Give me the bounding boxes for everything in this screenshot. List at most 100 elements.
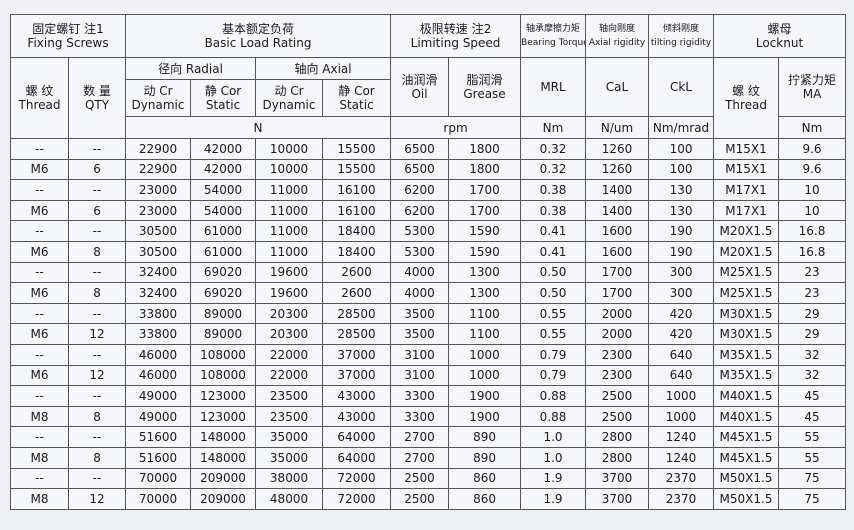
data-cell: 0.79	[520, 364, 587, 387]
data-cell: 300	[648, 261, 715, 284]
header-cell: CaL	[585, 57, 650, 117]
header-row: 动 Cr Dynamic 静 Cor Static 动 Cr Dynamic 静 Co…	[11, 79, 846, 117]
data-cell: --	[67, 343, 127, 366]
data-cell: 69020	[190, 261, 257, 284]
header-zh: 固定螺钉 注1	[32, 22, 104, 36]
data-cell: 23000	[125, 179, 192, 201]
data-cell: 46000	[125, 364, 192, 387]
data-cell: 16100	[322, 179, 392, 201]
header-row: N rpm Nm N/um Nm/mrad Nm	[11, 116, 847, 139]
data-cell: 3700	[585, 488, 650, 510]
data-cell: M8	[10, 446, 69, 469]
header-en: Grease	[463, 87, 506, 101]
data-cell: 51600	[125, 446, 192, 469]
data-cell: 29	[778, 323, 847, 345]
header-cell: 固定螺钉 注1 Fixing Screws	[9, 14, 127, 58]
data-row: -- -- 46000 108000 22000 37000 3100 1000 0.79 230…	[10, 343, 847, 366]
data-cell: M8	[10, 405, 69, 428]
data-row: -- -- 32400 69020 19600 2600 4000 1300 0.50 1700 3…	[10, 261, 847, 284]
data-cell: 10000	[255, 138, 324, 160]
data-cell: 37000	[322, 343, 392, 366]
data-cell: --	[67, 385, 127, 407]
data-cell: 190	[648, 240, 715, 263]
data-cell: 46000	[125, 343, 192, 366]
unit-cell: Nm	[520, 116, 587, 139]
data-cell: 1000	[448, 343, 522, 366]
header-cell: 螺母 Locknut	[713, 14, 847, 58]
data-cell: 22000	[255, 364, 324, 387]
data-cell: M17X1	[713, 179, 780, 201]
data-cell: 1.0	[520, 426, 587, 448]
data-cell: 209000	[190, 467, 257, 490]
data-cell: --	[10, 385, 69, 407]
data-cell: 420	[648, 323, 715, 345]
data-cell: 8	[67, 405, 127, 428]
data-cell: M50X1.5	[713, 488, 780, 510]
data-cell: --	[67, 138, 127, 160]
data-cell: 1100	[448, 323, 522, 345]
data-cell: 1590	[448, 240, 522, 263]
header-cell: 径向 Radial	[125, 57, 257, 80]
data-cell: 43000	[322, 385, 392, 407]
data-cell: 108000	[190, 343, 257, 366]
data-cell: 19600	[255, 282, 324, 304]
data-cell: 3100	[390, 343, 450, 366]
header-zh: 轴承摩擦力矩	[526, 24, 581, 34]
data-cell: M35X1.5	[713, 364, 780, 387]
data-cell: 1.9	[520, 467, 587, 490]
data-cell: 0.88	[520, 385, 587, 407]
data-cell: --	[10, 302, 69, 325]
data-cell: 54000	[190, 199, 257, 222]
data-cell: 1000	[648, 405, 715, 428]
data-cell: --	[10, 343, 69, 366]
data-cell: M15X1	[713, 158, 780, 181]
data-cell: 1000	[448, 364, 522, 387]
data-cell: 23500	[255, 405, 324, 428]
data-cell: 4000	[390, 261, 450, 284]
header-en: Static	[339, 98, 374, 112]
data-row: M6 6 23000 54000 11000 16100 6200 1700 0.38 1400 1…	[10, 199, 847, 222]
data-cell: 43000	[322, 405, 392, 428]
data-cell: 15500	[322, 158, 392, 181]
data-cell: M15X1	[713, 138, 780, 160]
data-cell: 1700	[448, 199, 522, 222]
data-cell: 22900	[125, 138, 192, 160]
data-cell: --	[67, 302, 127, 325]
data-cell: 89000	[190, 323, 257, 345]
data-cell: 51600	[125, 426, 192, 448]
header-zh: 动 Cr	[143, 84, 173, 98]
header-en: Dynamic	[131, 98, 185, 112]
header-cell: 基本额定负荷 Basic Load Rating	[125, 14, 392, 58]
data-cell: M45X1.5	[713, 446, 780, 469]
data-cell: 54000	[190, 179, 257, 201]
data-cell: 72000	[322, 488, 392, 510]
data-cell: 10	[778, 179, 847, 201]
data-cell: 0.41	[520, 240, 587, 263]
data-cell: 420	[648, 302, 715, 325]
data-cell: 32400	[125, 261, 192, 284]
header-cell: CkL	[648, 57, 715, 117]
data-cell: 49000	[125, 405, 192, 428]
header-en: QTY	[84, 98, 110, 112]
data-row: -- -- 23000 54000 11000 16100 6200 1700 0.38 1400…	[10, 179, 847, 201]
header-cell: 轴向刚度 Axial rigidity	[585, 14, 650, 58]
data-cell: 23500	[255, 385, 324, 407]
data-cell: 2000	[585, 302, 650, 325]
data-cell: 75	[778, 488, 847, 510]
data-cell: 2370	[648, 467, 715, 490]
data-cell: 2500	[585, 385, 650, 407]
data-cell: 0.41	[520, 220, 587, 242]
data-cell: 15500	[322, 138, 392, 160]
data-cell: 1.0	[520, 446, 587, 469]
data-cell: 890	[448, 446, 522, 469]
data-cell: 1700	[585, 261, 650, 284]
data-cell: 3100	[390, 364, 450, 387]
header-zh: 螺母	[767, 22, 792, 36]
data-cell: 49000	[125, 385, 192, 407]
header-zh: 轴向刚度	[599, 24, 636, 34]
data-cell: 3700	[585, 467, 650, 490]
data-cell: 64000	[322, 426, 392, 448]
data-cell: 6	[67, 158, 127, 181]
data-cell: 48000	[255, 488, 324, 510]
header-en: Basic Load Rating	[204, 36, 312, 50]
